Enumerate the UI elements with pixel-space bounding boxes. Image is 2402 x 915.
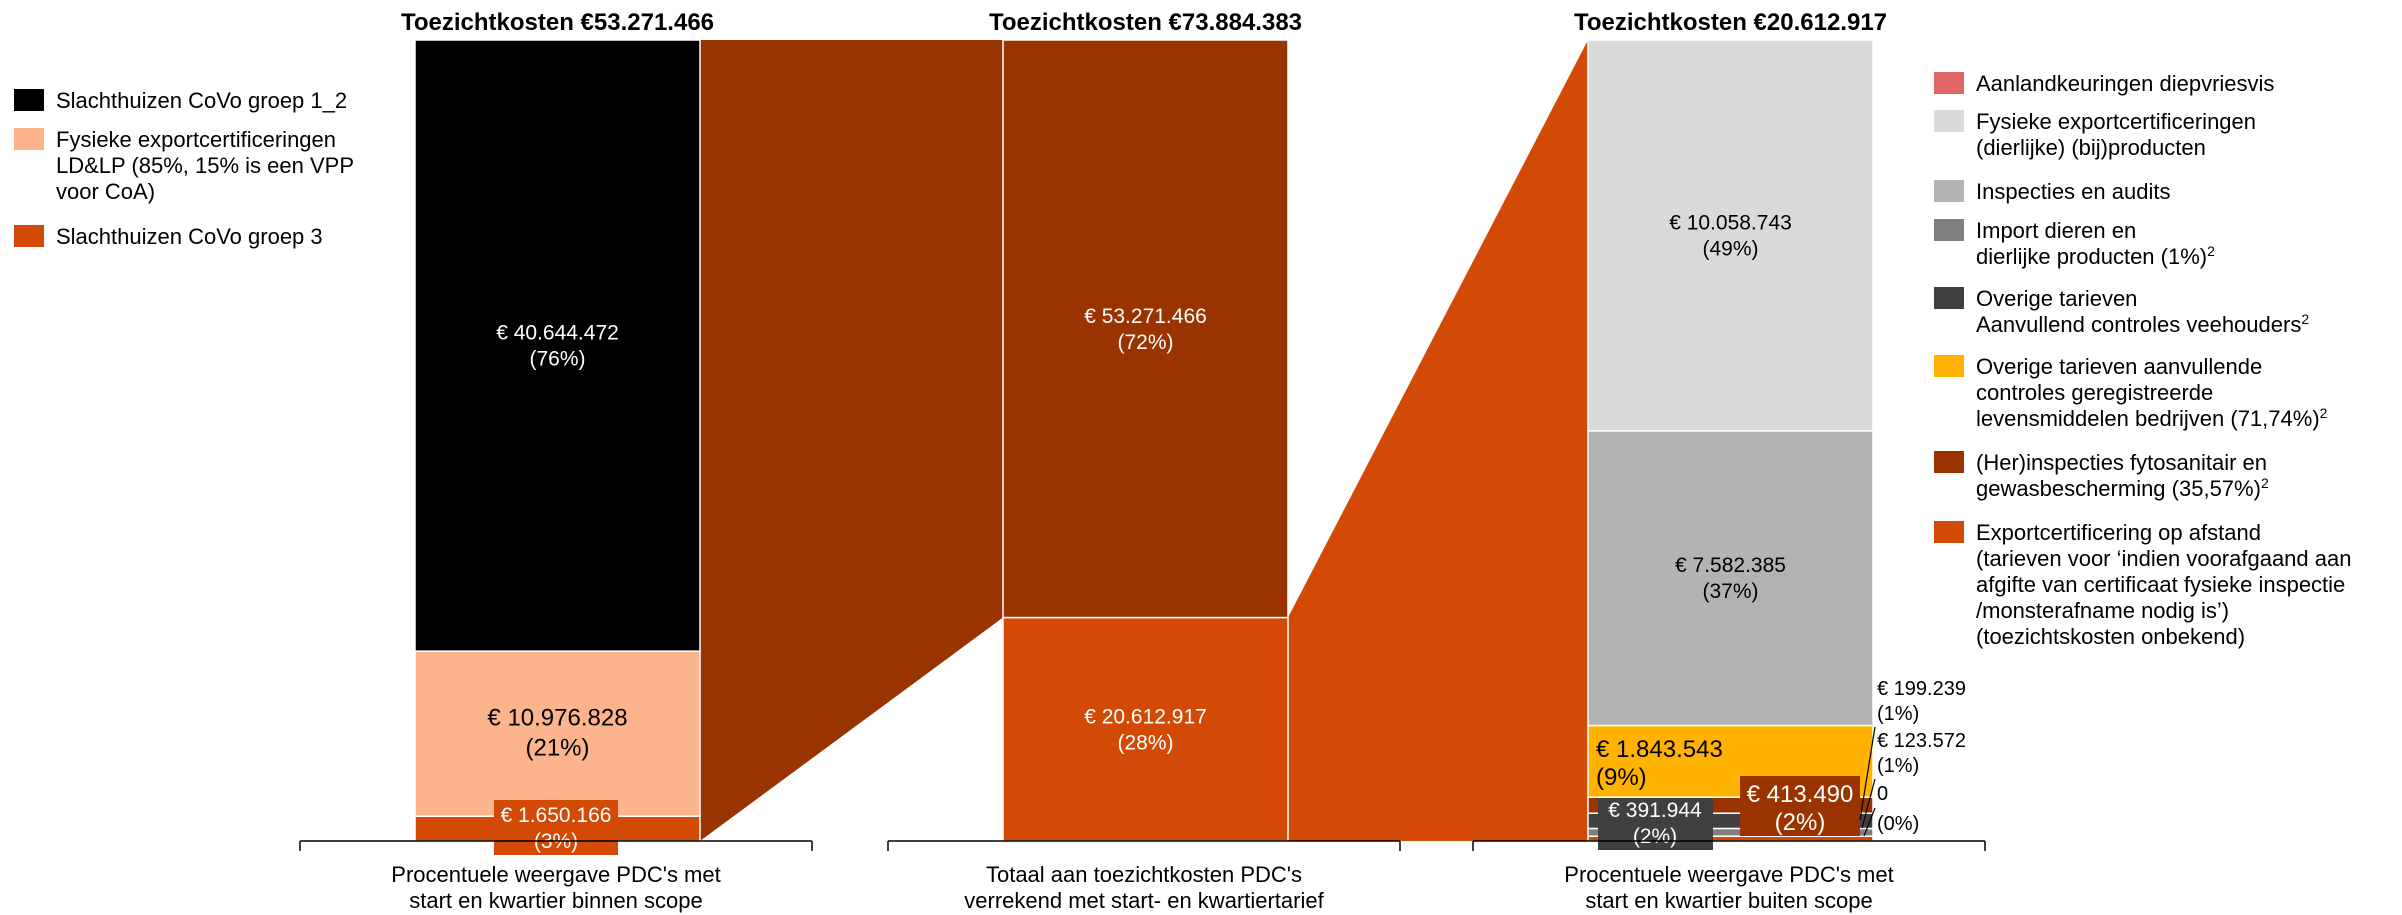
callout-label-2: 0 — [1877, 783, 1888, 805]
data-pct-binnen-1: (21%) — [525, 735, 589, 762]
legend-right-swatch-3 — [1934, 219, 1964, 241]
bar-segment-buiten-7 — [1587, 39, 1874, 432]
legend-right-label-0-0: Aanlandkeuringen diepvriesvis — [1976, 71, 2274, 96]
legend-right-label-7-1: (tarieven voor ‘indien voorafgaand aan — [1976, 546, 2351, 571]
axis-label-buiten-0: Procentuele weergave PDC's met — [1564, 862, 1893, 887]
legend-right-label-5-1: controles geregistreerde — [1976, 380, 2213, 405]
legend-right-label-1-1: (dierlijke) (bij)producten — [1976, 135, 2206, 160]
legend-right-footnote-3: 2 — [2207, 243, 2215, 259]
callout-pct-2: (0%) — [1877, 813, 1919, 835]
legend-right-label-3-1: dierlijke producten (1%)2 — [1976, 243, 2215, 269]
legend-right-swatch-5 — [1934, 355, 1964, 377]
legend-right-label-7-3: /monsterafname nodig is’) — [1976, 598, 2229, 623]
data-pct-buiten-7: (49%) — [1702, 237, 1758, 260]
data-pct-buiten-4: (2%) — [1775, 809, 1826, 836]
data-label-box-binnen-0 — [494, 800, 618, 855]
callout-leader-0 — [1859, 726, 1876, 821]
legend-right-swatch-6 — [1934, 451, 1964, 473]
bar-segment-buiten-6 — [1587, 430, 1874, 727]
data-label-buiten-3: € 391.944 — [1608, 799, 1702, 822]
data-label-buiten-7: € 10.058.743 — [1669, 211, 1792, 234]
data-pct-buiten-5: (9%) — [1596, 764, 1647, 791]
axis-label-binnen-0: Procentuele weergave PDC's met — [391, 862, 720, 887]
legend-right-label-3-0: Import dieren en — [1976, 218, 2136, 243]
bar-segment-binnen-1 — [414, 650, 701, 817]
axis-label-totaal-0: Totaal aan toezichtkosten PDC's — [986, 862, 1302, 887]
legend-right-swatch-7 — [1934, 521, 1964, 543]
bar-segment-totaal-0 — [1002, 616, 1289, 842]
legend-left-label-1-1: LD&LP (85%, 15% is een VPP — [56, 153, 354, 178]
legend-right-swatch-1 — [1934, 110, 1964, 132]
legend-left-label-1-2: voor CoA) — [56, 179, 155, 204]
legend-left-swatch-2 — [14, 225, 44, 247]
data-pct-totaal-0: (28%) — [1117, 731, 1173, 754]
data-label-buiten-4: € 413.490 — [1747, 781, 1854, 808]
legend-right-label-6-0: (Her)inspecties fytosanitair en — [1976, 450, 2267, 475]
data-label-binnen-0: € 1.650.166 — [501, 804, 612, 827]
data-label-binnen-2: € 40.644.472 — [496, 322, 619, 345]
legend-right-label-4-0: Overige tarieven — [1976, 286, 2137, 311]
legend-right-label-7-2: afgifte van certificaat fysieke inspecti… — [1976, 572, 2345, 597]
legend-right-swatch-4 — [1934, 287, 1964, 309]
legend-right-label-5-0: Overige tarieven aanvullende — [1976, 354, 2262, 379]
connector-buiten-scope — [1288, 40, 1588, 841]
legend-right-label-1-0: Fysieke exportcertificeringen — [1976, 109, 2256, 134]
legend-right-swatch-0 — [1934, 72, 1964, 94]
bar-title-totaal: Toezichtkosten €73.884.383 — [989, 9, 1302, 36]
callout-leader-1 — [1861, 778, 1876, 829]
legend-right-label-5-2: levensmiddelen bedrijven (71,74%)2 — [1976, 405, 2328, 431]
callout-pct-0: (1%) — [1877, 703, 1919, 725]
axis-label-buiten-1: start en kwartier buiten scope — [1585, 888, 1872, 913]
legend-right-footnote-5: 2 — [2320, 405, 2328, 421]
data-label-binnen-1: € 10.976.828 — [487, 705, 627, 732]
legend-right-label-2-0: Inspecties en audits — [1976, 179, 2170, 204]
legend-right-swatch-2 — [1934, 180, 1964, 202]
axis-label-binnen-1: start en kwartier binnen scope — [409, 888, 703, 913]
bar-segment-binnen-2 — [414, 39, 701, 652]
data-pct-totaal-1: (72%) — [1117, 331, 1173, 354]
bar-segment-totaal-1 — [1002, 39, 1289, 619]
legend-left-label-2-0: Slachthuizen CoVo groep 3 — [56, 224, 323, 249]
bar-title-buiten: Toezichtkosten €20.612.917 — [1574, 9, 1887, 36]
data-label-buiten-5: € 1.843.543 — [1596, 736, 1723, 763]
data-label-totaal-1: € 53.271.466 — [1084, 305, 1207, 328]
data-pct-buiten-6: (37%) — [1702, 580, 1758, 603]
data-pct-binnen-2: (76%) — [529, 348, 585, 371]
legend-right-label-4-1: Aanvullend controles veehouders2 — [1976, 311, 2309, 337]
legend-right-footnote-6: 2 — [2261, 475, 2269, 491]
data-label-buiten-6: € 7.582.385 — [1675, 554, 1786, 577]
legend-left-label-1-0: Fysieke exportcertificeringen — [56, 127, 336, 152]
legend-right-footnote-4: 2 — [2301, 311, 2309, 327]
data-label-totaal-0: € 20.612.917 — [1084, 705, 1207, 728]
legend-right-label-7-4: (toezichtskosten onbekend) — [1976, 624, 2245, 649]
callout-leader-2 — [1863, 807, 1876, 837]
legend-left-swatch-1 — [14, 128, 44, 150]
connector-binnen-scope — [700, 40, 1003, 841]
data-label-box-buiten-4 — [1740, 776, 1860, 836]
axis-label-totaal-1: verrekend met start- en kwartiertarief — [964, 888, 1324, 913]
data-pct-buiten-3: (2%) — [1633, 825, 1677, 848]
callout-label-1: € 123.572 — [1877, 730, 1966, 752]
callout-label-0: € 199.239 — [1877, 678, 1966, 700]
callout-pct-1: (1%) — [1877, 755, 1919, 777]
legend-right-label-6-1: gewasbescherming (35,57%)2 — [1976, 475, 2269, 501]
bar-title-binnen: Toezichtkosten €53.271.466 — [401, 9, 714, 36]
legend-left-label-0-0: Slachthuizen CoVo groep 1_2 — [56, 88, 347, 113]
legend-right-label-7-0: Exportcertificering op afstand — [1976, 520, 2261, 545]
legend-left-swatch-0 — [14, 89, 44, 111]
